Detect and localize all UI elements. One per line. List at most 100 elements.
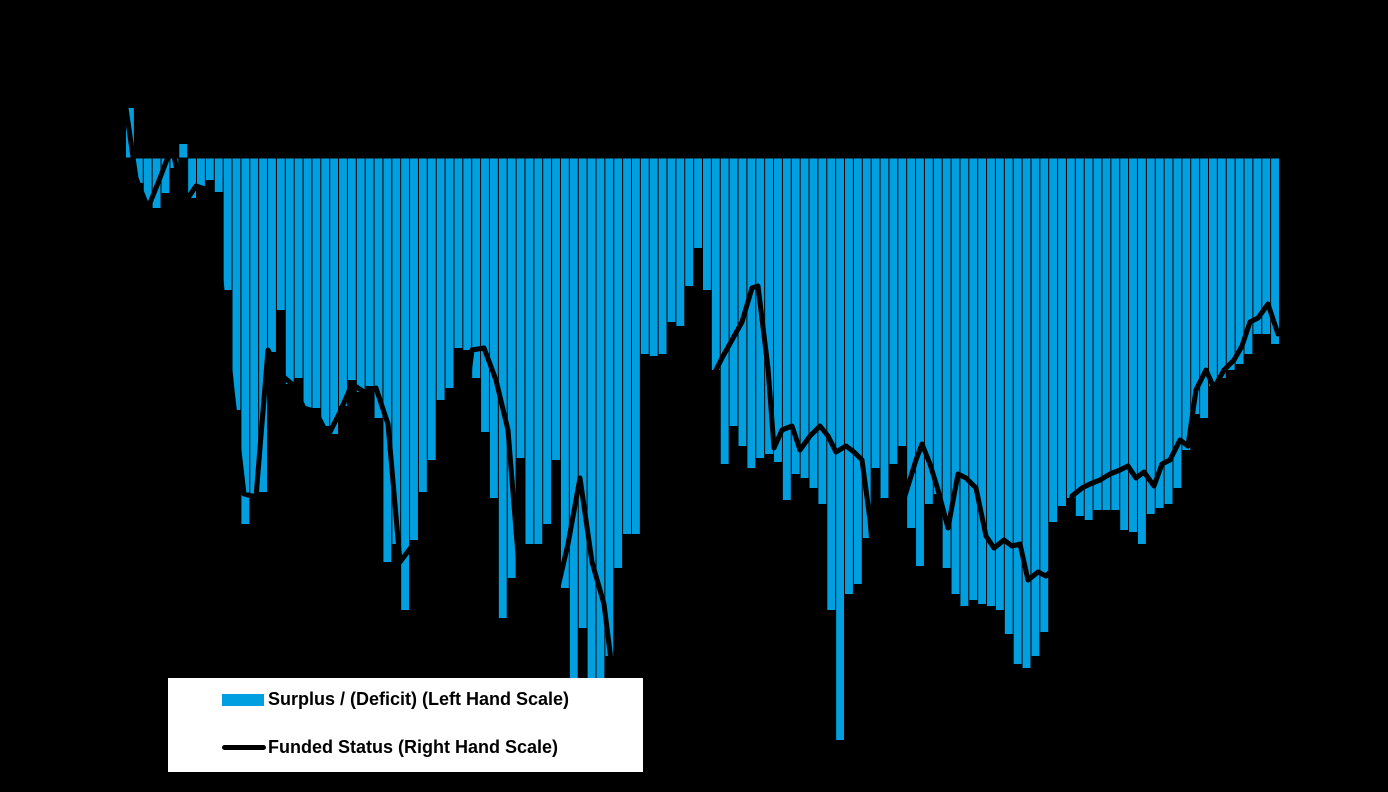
bar xyxy=(729,158,738,426)
bar xyxy=(312,158,321,408)
bar xyxy=(365,158,374,386)
bar xyxy=(1146,158,1155,514)
bar xyxy=(1262,158,1271,334)
bar xyxy=(179,144,188,158)
bar xyxy=(205,158,214,180)
bar xyxy=(1066,158,1075,498)
bar xyxy=(232,158,241,410)
bar xyxy=(276,158,285,310)
legend-label-funded: Funded Status (Right Hand Scale) xyxy=(268,737,559,757)
bar xyxy=(472,158,481,378)
bar xyxy=(383,158,392,562)
bar xyxy=(241,158,250,524)
bar xyxy=(1093,158,1102,510)
bar xyxy=(676,158,685,326)
bar xyxy=(418,158,427,492)
bar xyxy=(720,158,729,464)
bar xyxy=(889,158,898,464)
bar xyxy=(134,158,143,183)
bar xyxy=(534,158,543,544)
bar xyxy=(1137,158,1146,544)
bar xyxy=(1111,158,1120,510)
bar xyxy=(987,158,995,606)
bar xyxy=(818,158,827,504)
bar xyxy=(685,158,694,286)
legend-item-surplus: Surplus / (Deficit) (Left Hand Scale) xyxy=(222,689,569,710)
bar xyxy=(1173,158,1182,488)
bar xyxy=(614,158,623,568)
bar xyxy=(862,158,871,538)
bar xyxy=(827,158,836,610)
bar xyxy=(321,158,330,426)
bar xyxy=(969,158,978,600)
bar xyxy=(640,158,649,354)
bar xyxy=(1182,158,1191,450)
bar xyxy=(942,158,951,568)
bar xyxy=(498,158,507,618)
bar xyxy=(410,158,418,540)
bar xyxy=(1022,158,1031,668)
bar xyxy=(285,158,294,384)
bar xyxy=(791,158,800,474)
bar xyxy=(525,158,534,544)
bar xyxy=(294,158,303,378)
bar xyxy=(853,158,862,584)
bar xyxy=(1155,158,1164,508)
bar xyxy=(401,158,410,610)
funded-status-line xyxy=(123,105,1281,703)
bar xyxy=(765,158,774,454)
bar xyxy=(303,158,312,408)
bar xyxy=(268,158,276,352)
bar xyxy=(560,158,569,588)
bar xyxy=(250,158,259,498)
bar xyxy=(330,158,339,434)
bar xyxy=(1013,158,1022,664)
bar xyxy=(143,158,152,203)
bar xyxy=(1244,158,1253,354)
bar xyxy=(1102,158,1111,510)
bar xyxy=(454,158,463,348)
bar xyxy=(507,158,516,578)
bar xyxy=(347,158,356,380)
bar xyxy=(1120,158,1129,530)
bar xyxy=(596,158,605,706)
bar xyxy=(1226,158,1235,370)
bar xyxy=(223,158,232,290)
bar xyxy=(694,158,702,248)
bar-swatch-icon xyxy=(222,693,264,706)
bar xyxy=(631,158,640,534)
bar xyxy=(339,158,347,406)
bar xyxy=(774,158,782,462)
bar xyxy=(800,158,809,478)
bar xyxy=(463,158,472,350)
bar xyxy=(667,158,676,322)
bar xyxy=(489,158,498,498)
bar xyxy=(188,158,197,198)
bar xyxy=(907,158,916,528)
bar xyxy=(951,158,960,594)
bar xyxy=(1004,158,1013,634)
bar xyxy=(809,158,818,488)
bar xyxy=(845,158,853,594)
bar xyxy=(259,158,268,492)
bar xyxy=(569,158,578,698)
bar xyxy=(1208,158,1217,386)
bar xyxy=(374,158,383,418)
bar xyxy=(214,158,223,192)
bar xyxy=(898,158,907,446)
bar xyxy=(649,158,658,356)
bar xyxy=(658,158,667,354)
bar xyxy=(738,158,747,446)
bar xyxy=(711,158,720,370)
bar xyxy=(880,158,889,498)
bar xyxy=(516,158,525,458)
bar xyxy=(1253,158,1262,334)
chart-legend: Surplus / (Deficit) (Left Hand Scale) Fu… xyxy=(168,678,643,772)
bar xyxy=(1075,158,1084,516)
bar xyxy=(623,158,631,534)
bar xyxy=(1129,158,1137,532)
bar xyxy=(578,158,587,628)
bar xyxy=(1049,158,1058,522)
bar xyxy=(995,158,1004,610)
